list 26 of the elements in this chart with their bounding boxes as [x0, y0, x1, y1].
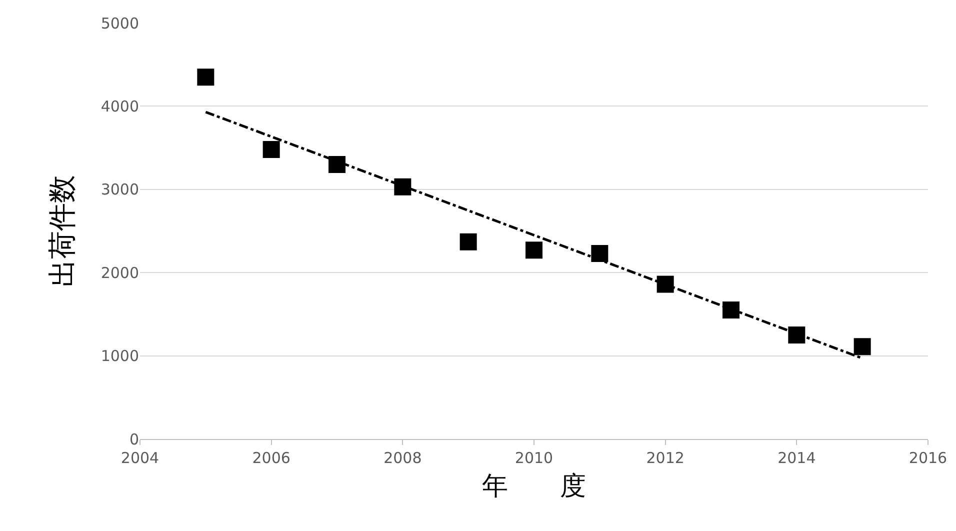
y-tick-label: 1000 — [100, 347, 139, 366]
point — [262, 140, 280, 158]
point — [328, 156, 346, 173]
x-tick-label: 2014 — [778, 449, 816, 467]
y-tick-label: 5000 — [100, 14, 139, 32]
point — [722, 302, 740, 319]
x-tick-label: 2004 — [120, 449, 160, 467]
y-tick-label: 3000 — [100, 180, 139, 199]
point — [394, 178, 412, 196]
y-tick-label: 2000 — [100, 264, 139, 282]
y-tick-label: 0 — [129, 430, 139, 448]
y-tick-label: 4000 — [100, 97, 139, 116]
point — [460, 233, 477, 250]
x-axis-title: 年 度 — [482, 472, 586, 502]
point — [591, 244, 608, 262]
x-tick-label: 2012 — [646, 449, 684, 467]
point — [788, 326, 806, 344]
point — [854, 338, 871, 356]
x-tick-label: 2008 — [384, 449, 422, 467]
point — [526, 242, 542, 259]
x-tick-label: 2010 — [514, 449, 554, 467]
x-tick-label: 2016 — [908, 449, 948, 467]
point — [197, 68, 214, 86]
x-tick-label: 2006 — [252, 449, 290, 467]
point — [656, 276, 674, 293]
y-axis-title: 出荷件数 — [46, 175, 79, 287]
